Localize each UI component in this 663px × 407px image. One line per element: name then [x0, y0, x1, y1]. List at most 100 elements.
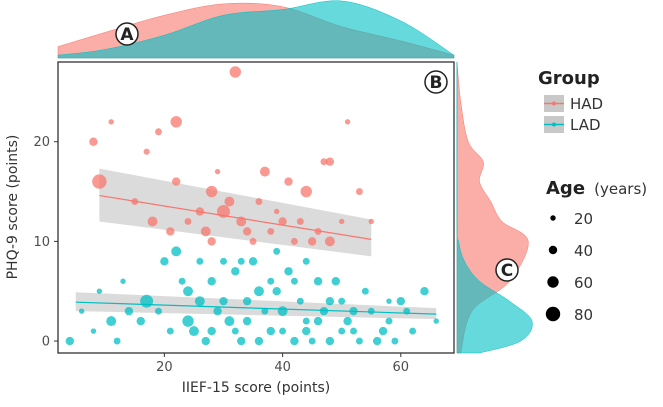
right-density-lad	[456, 61, 533, 354]
top-density-lad	[57, 0, 455, 59]
legend-entry-had: HAD	[544, 95, 603, 113]
point-lad	[196, 257, 204, 265]
point-lad	[166, 327, 174, 335]
legend-group-title: Group	[538, 68, 600, 89]
svg-text:A: A	[120, 25, 134, 45]
point-lad	[273, 247, 281, 255]
svg-text:LAD: LAD	[570, 116, 601, 134]
point-lad	[140, 294, 154, 308]
point-had	[155, 128, 162, 136]
point-lad	[386, 298, 392, 304]
point-lad	[325, 296, 335, 306]
point-had	[147, 216, 158, 227]
x-tick-label: 40	[274, 360, 291, 375]
legend-age-swatch	[547, 276, 559, 288]
point-lad	[319, 306, 329, 316]
point-lad	[313, 316, 323, 326]
y-axis-title: PHQ-9 score (points)	[5, 135, 21, 280]
point-had	[170, 116, 182, 128]
legend-age-label: 60	[574, 274, 593, 292]
plot-border	[57, 61, 455, 354]
point-lad	[420, 287, 429, 296]
point-lad	[201, 336, 210, 346]
point-lad	[290, 277, 298, 285]
point-had	[324, 236, 335, 247]
point-lad	[219, 296, 228, 306]
point-lad	[113, 337, 121, 345]
legend-age-label: 20	[574, 210, 593, 228]
point-lad	[302, 326, 311, 336]
point-had	[224, 196, 235, 207]
point-lad	[207, 326, 216, 336]
point-had	[259, 166, 270, 177]
y-axis-ticks: 0 10 20	[33, 135, 58, 350]
point-had	[284, 177, 293, 186]
point-lad	[313, 277, 323, 286]
point-lad	[350, 327, 357, 335]
scatter-points	[65, 66, 439, 346]
point-lad	[254, 336, 264, 346]
point-lad	[254, 286, 264, 297]
point-lad	[220, 257, 227, 265]
point-had	[339, 218, 345, 225]
point-lad	[231, 267, 240, 276]
point-lad	[433, 318, 439, 324]
point-lad	[396, 296, 406, 306]
right-density-panel	[456, 61, 533, 354]
point-had	[166, 227, 175, 236]
point-had	[296, 218, 304, 225]
point-lad	[284, 267, 293, 276]
legend-age-entries: 20 40 60 80	[545, 210, 593, 324]
point-lad	[279, 327, 287, 335]
point-had	[200, 226, 211, 237]
point-had	[249, 237, 257, 245]
point-lad	[231, 327, 239, 335]
point-lad	[237, 336, 246, 346]
y-tick-label: 10	[33, 235, 50, 250]
point-lad	[361, 287, 369, 295]
point-lad	[78, 308, 85, 314]
point-had	[368, 218, 374, 225]
point-lad	[331, 277, 340, 286]
point-had	[214, 168, 221, 175]
point-lad	[65, 336, 75, 346]
point-lad	[391, 337, 399, 345]
x-tick-label: 20	[156, 360, 173, 375]
point-lad	[277, 306, 288, 317]
point-lad	[272, 287, 281, 296]
x-axis-title: IIEF-15 score (points)	[182, 380, 330, 396]
point-lad	[261, 307, 269, 315]
point-had	[300, 185, 312, 198]
point-lad	[367, 307, 375, 315]
y-tick-label: 20	[33, 135, 50, 150]
point-had	[344, 119, 351, 125]
point-lad	[213, 306, 222, 316]
point-lad	[188, 326, 199, 337]
point-lad	[308, 337, 316, 345]
confidence-band-had	[99, 168, 372, 257]
point-had	[307, 237, 317, 246]
point-lad	[290, 336, 299, 346]
point-lad	[136, 316, 145, 326]
point-lad	[296, 297, 304, 305]
point-lad	[171, 246, 182, 257]
point-lad	[325, 336, 335, 346]
fit-line-had	[99, 194, 372, 240]
point-lad	[338, 297, 346, 305]
point-lad	[155, 307, 162, 315]
point-had	[205, 185, 218, 198]
legend-age-title: Age (years)	[546, 178, 647, 199]
point-lad	[178, 277, 186, 285]
regression-lines	[75, 194, 437, 315]
point-had	[184, 218, 192, 225]
point-lad	[194, 296, 205, 307]
point-had	[267, 227, 275, 235]
panel-label-a: A	[115, 22, 139, 46]
point-had	[273, 208, 280, 215]
point-lad	[160, 257, 169, 266]
point-lad	[378, 326, 388, 336]
point-lad	[267, 277, 275, 285]
legend-age-swatch	[550, 215, 556, 221]
point-lad	[242, 296, 252, 306]
